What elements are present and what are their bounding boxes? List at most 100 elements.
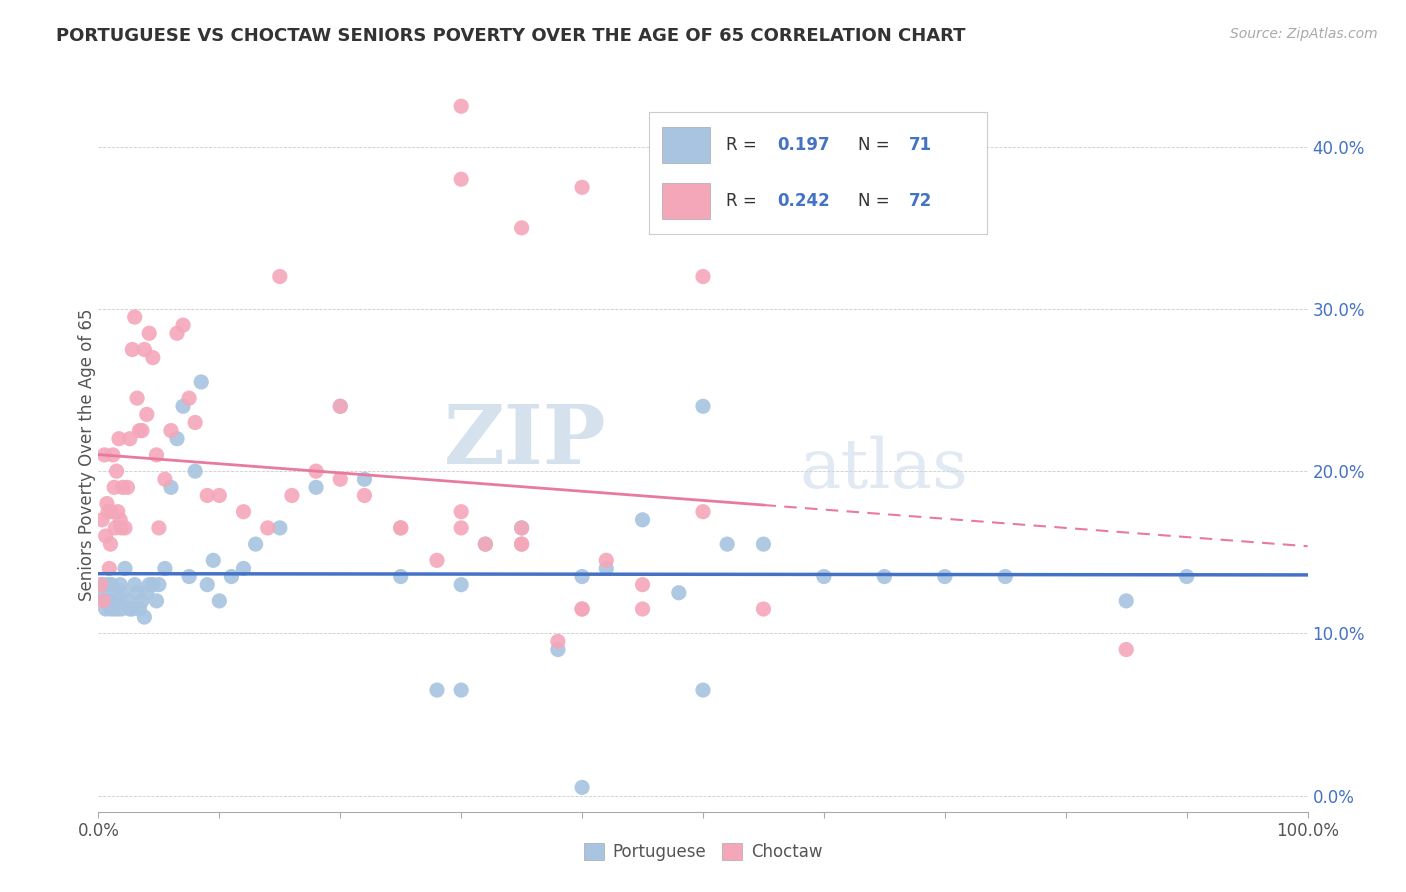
Point [93, 448, 115, 462]
Point [105, 586, 128, 600]
Point [114, 561, 136, 575]
Point [142, 351, 165, 365]
Point [547, 642, 569, 657]
Point [97, 577, 120, 591]
Point [595, 561, 617, 575]
Point [172, 399, 194, 413]
Point [245, 537, 267, 551]
Point [108, 513, 131, 527]
Point [98, 594, 121, 608]
Point [103, 480, 125, 494]
Point [692, 505, 714, 519]
Point [128, 602, 150, 616]
Point [131, 594, 153, 608]
Point [101, 448, 124, 462]
Point [547, 634, 569, 648]
Point [107, 505, 129, 519]
Point [184, 416, 207, 430]
Point [389, 569, 412, 583]
Point [474, 537, 496, 551]
Point [107, 602, 129, 616]
Point [96, 594, 118, 608]
Point [389, 521, 412, 535]
Point [692, 399, 714, 413]
Point [145, 448, 167, 462]
Point [1115, 594, 1137, 608]
Point [184, 464, 207, 478]
Point [329, 472, 352, 486]
Point [134, 343, 156, 357]
Text: Source: ZipAtlas.com: Source: ZipAtlas.com [1230, 27, 1378, 41]
Point [232, 561, 254, 575]
Point [202, 553, 225, 567]
Point [281, 488, 304, 502]
Point [98, 561, 121, 575]
Point [124, 577, 146, 591]
Point [208, 488, 231, 502]
Point [510, 537, 533, 551]
Point [716, 537, 738, 551]
Point [752, 602, 775, 616]
Point [111, 480, 134, 494]
Point [208, 594, 231, 608]
Point [450, 99, 472, 113]
Point [166, 326, 188, 341]
Point [100, 505, 122, 519]
Point [692, 683, 714, 698]
Point [571, 569, 593, 583]
Point [160, 424, 183, 438]
Point [510, 521, 533, 535]
Point [510, 521, 533, 535]
Point [994, 569, 1017, 583]
Point [148, 577, 170, 591]
Point [631, 513, 654, 527]
Point [692, 269, 714, 284]
Point [94, 529, 117, 543]
Point [153, 472, 176, 486]
Point [389, 521, 412, 535]
Point [190, 375, 212, 389]
Point [90, 577, 112, 591]
Point [172, 318, 194, 333]
Point [127, 391, 149, 405]
Point [426, 553, 449, 567]
Point [145, 594, 167, 608]
Point [100, 537, 122, 551]
Point [269, 521, 291, 535]
Point [450, 505, 472, 519]
Point [450, 521, 472, 535]
Point [329, 399, 352, 413]
Point [450, 577, 472, 591]
Point [93, 594, 115, 608]
Point [135, 586, 157, 600]
Point [118, 602, 141, 616]
Point [269, 269, 291, 284]
Point [121, 602, 143, 616]
Point [595, 553, 617, 567]
Point [131, 424, 153, 438]
Point [91, 577, 114, 591]
Point [148, 521, 170, 535]
Text: atlas: atlas [800, 436, 969, 502]
Point [138, 326, 160, 341]
Point [256, 521, 278, 535]
Point [353, 472, 375, 486]
Point [128, 424, 150, 438]
Point [813, 569, 835, 583]
Point [166, 432, 188, 446]
Point [108, 577, 131, 591]
Point [571, 602, 593, 616]
Point [177, 569, 201, 583]
Text: ZIP: ZIP [444, 401, 606, 481]
Point [232, 505, 254, 519]
Point [329, 399, 352, 413]
Point [1115, 642, 1137, 657]
Point [426, 683, 449, 698]
Point [873, 569, 896, 583]
Point [134, 610, 156, 624]
Point [160, 480, 183, 494]
Point [127, 586, 149, 600]
Point [91, 586, 114, 600]
Point [353, 488, 375, 502]
Point [117, 594, 139, 608]
